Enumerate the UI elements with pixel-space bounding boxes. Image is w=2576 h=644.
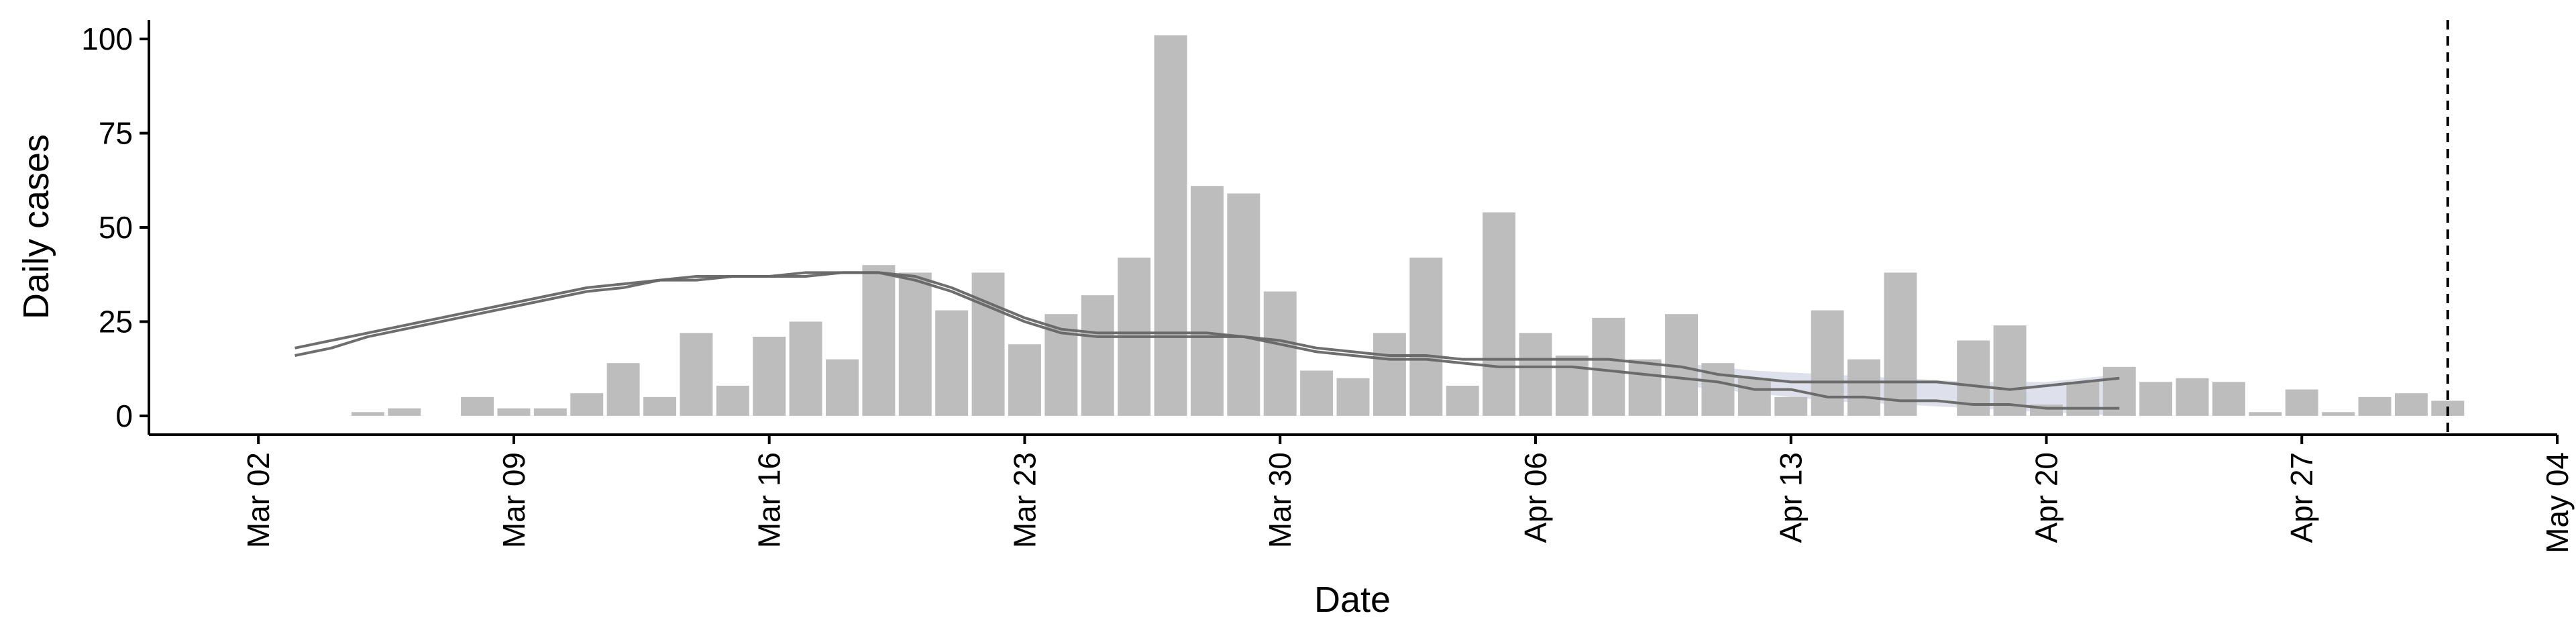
bar: [1336, 378, 1370, 416]
bar: [1373, 333, 1406, 416]
bar: [570, 393, 604, 416]
bar: [1592, 317, 1625, 416]
bar: [533, 408, 567, 416]
bar: [971, 272, 1005, 416]
x-tick-label: Apr 27: [2284, 452, 2319, 543]
bar: [1263, 291, 1297, 416]
bar: [497, 408, 531, 416]
bar: [826, 359, 859, 416]
bar: [2212, 382, 2245, 416]
bar: [1884, 272, 1917, 416]
bar: [461, 396, 494, 416]
bar: [351, 412, 384, 416]
bar: [2249, 412, 2282, 416]
bar: [1300, 370, 1334, 416]
x-tick-label: Apr 06: [1518, 452, 1553, 543]
y-tick-label: 100: [81, 21, 133, 56]
bar: [2358, 396, 2392, 416]
bar: [1993, 325, 2027, 416]
bar: [1811, 310, 1844, 416]
bar: [1227, 193, 1260, 416]
bar: [2066, 382, 2100, 416]
bar: [898, 272, 932, 416]
bar: [1190, 186, 1224, 416]
bar: [388, 408, 421, 416]
bar: [1774, 396, 1808, 416]
bar: [2139, 382, 2173, 416]
bar: [789, 321, 822, 416]
y-axis-title: Daily cases: [16, 134, 56, 319]
bar: [1737, 378, 1771, 416]
bar: [935, 310, 969, 416]
y-tick-label: 25: [99, 304, 133, 339]
trend-line-2: [294, 271, 2120, 410]
bar: [1008, 344, 1041, 416]
bar: [1446, 385, 1479, 416]
x-tick-label: Mar 30: [1263, 452, 1297, 548]
bar: [643, 396, 676, 416]
x-tick-label: Mar 09: [496, 452, 531, 548]
bar: [1628, 359, 1662, 416]
bar: [2394, 393, 2428, 416]
trend-line-1: [294, 271, 2120, 391]
bar: [1409, 257, 1443, 416]
axes-layer: 0 25 50 75 100 Mar 02 Mar 09 Mar 16 Mar 23 Mar 30…: [81, 20, 2575, 553]
bar: [1081, 295, 1114, 416]
bar: [1483, 212, 1516, 416]
bar: [680, 333, 713, 416]
x-tick-label: Apr 13: [1774, 452, 1809, 543]
bar: [2176, 378, 2209, 416]
bar: [606, 363, 640, 416]
x-tick-label: May 04: [2540, 452, 2575, 553]
bar: [1154, 35, 1187, 416]
y-tick-label: 0: [115, 398, 133, 433]
x-tick-label: Apr 20: [2029, 452, 2063, 543]
x-tick-label: Mar 02: [241, 452, 276, 548]
y-tick-label: 75: [99, 116, 133, 151]
x-tick-label: Mar 16: [752, 452, 787, 548]
bar: [716, 385, 749, 416]
bar: [1555, 356, 1589, 416]
bar: [2285, 389, 2318, 416]
y-tick-label: 50: [99, 210, 133, 245]
bar: [753, 336, 786, 416]
lines-layer: [294, 271, 2120, 410]
bar: [2322, 412, 2355, 416]
bar: [1847, 359, 1880, 416]
x-axis-title: Date: [1314, 580, 1391, 620]
bar: [1519, 333, 1552, 416]
x-tick-label: Mar 23: [1007, 452, 1042, 548]
bar: [862, 265, 896, 416]
